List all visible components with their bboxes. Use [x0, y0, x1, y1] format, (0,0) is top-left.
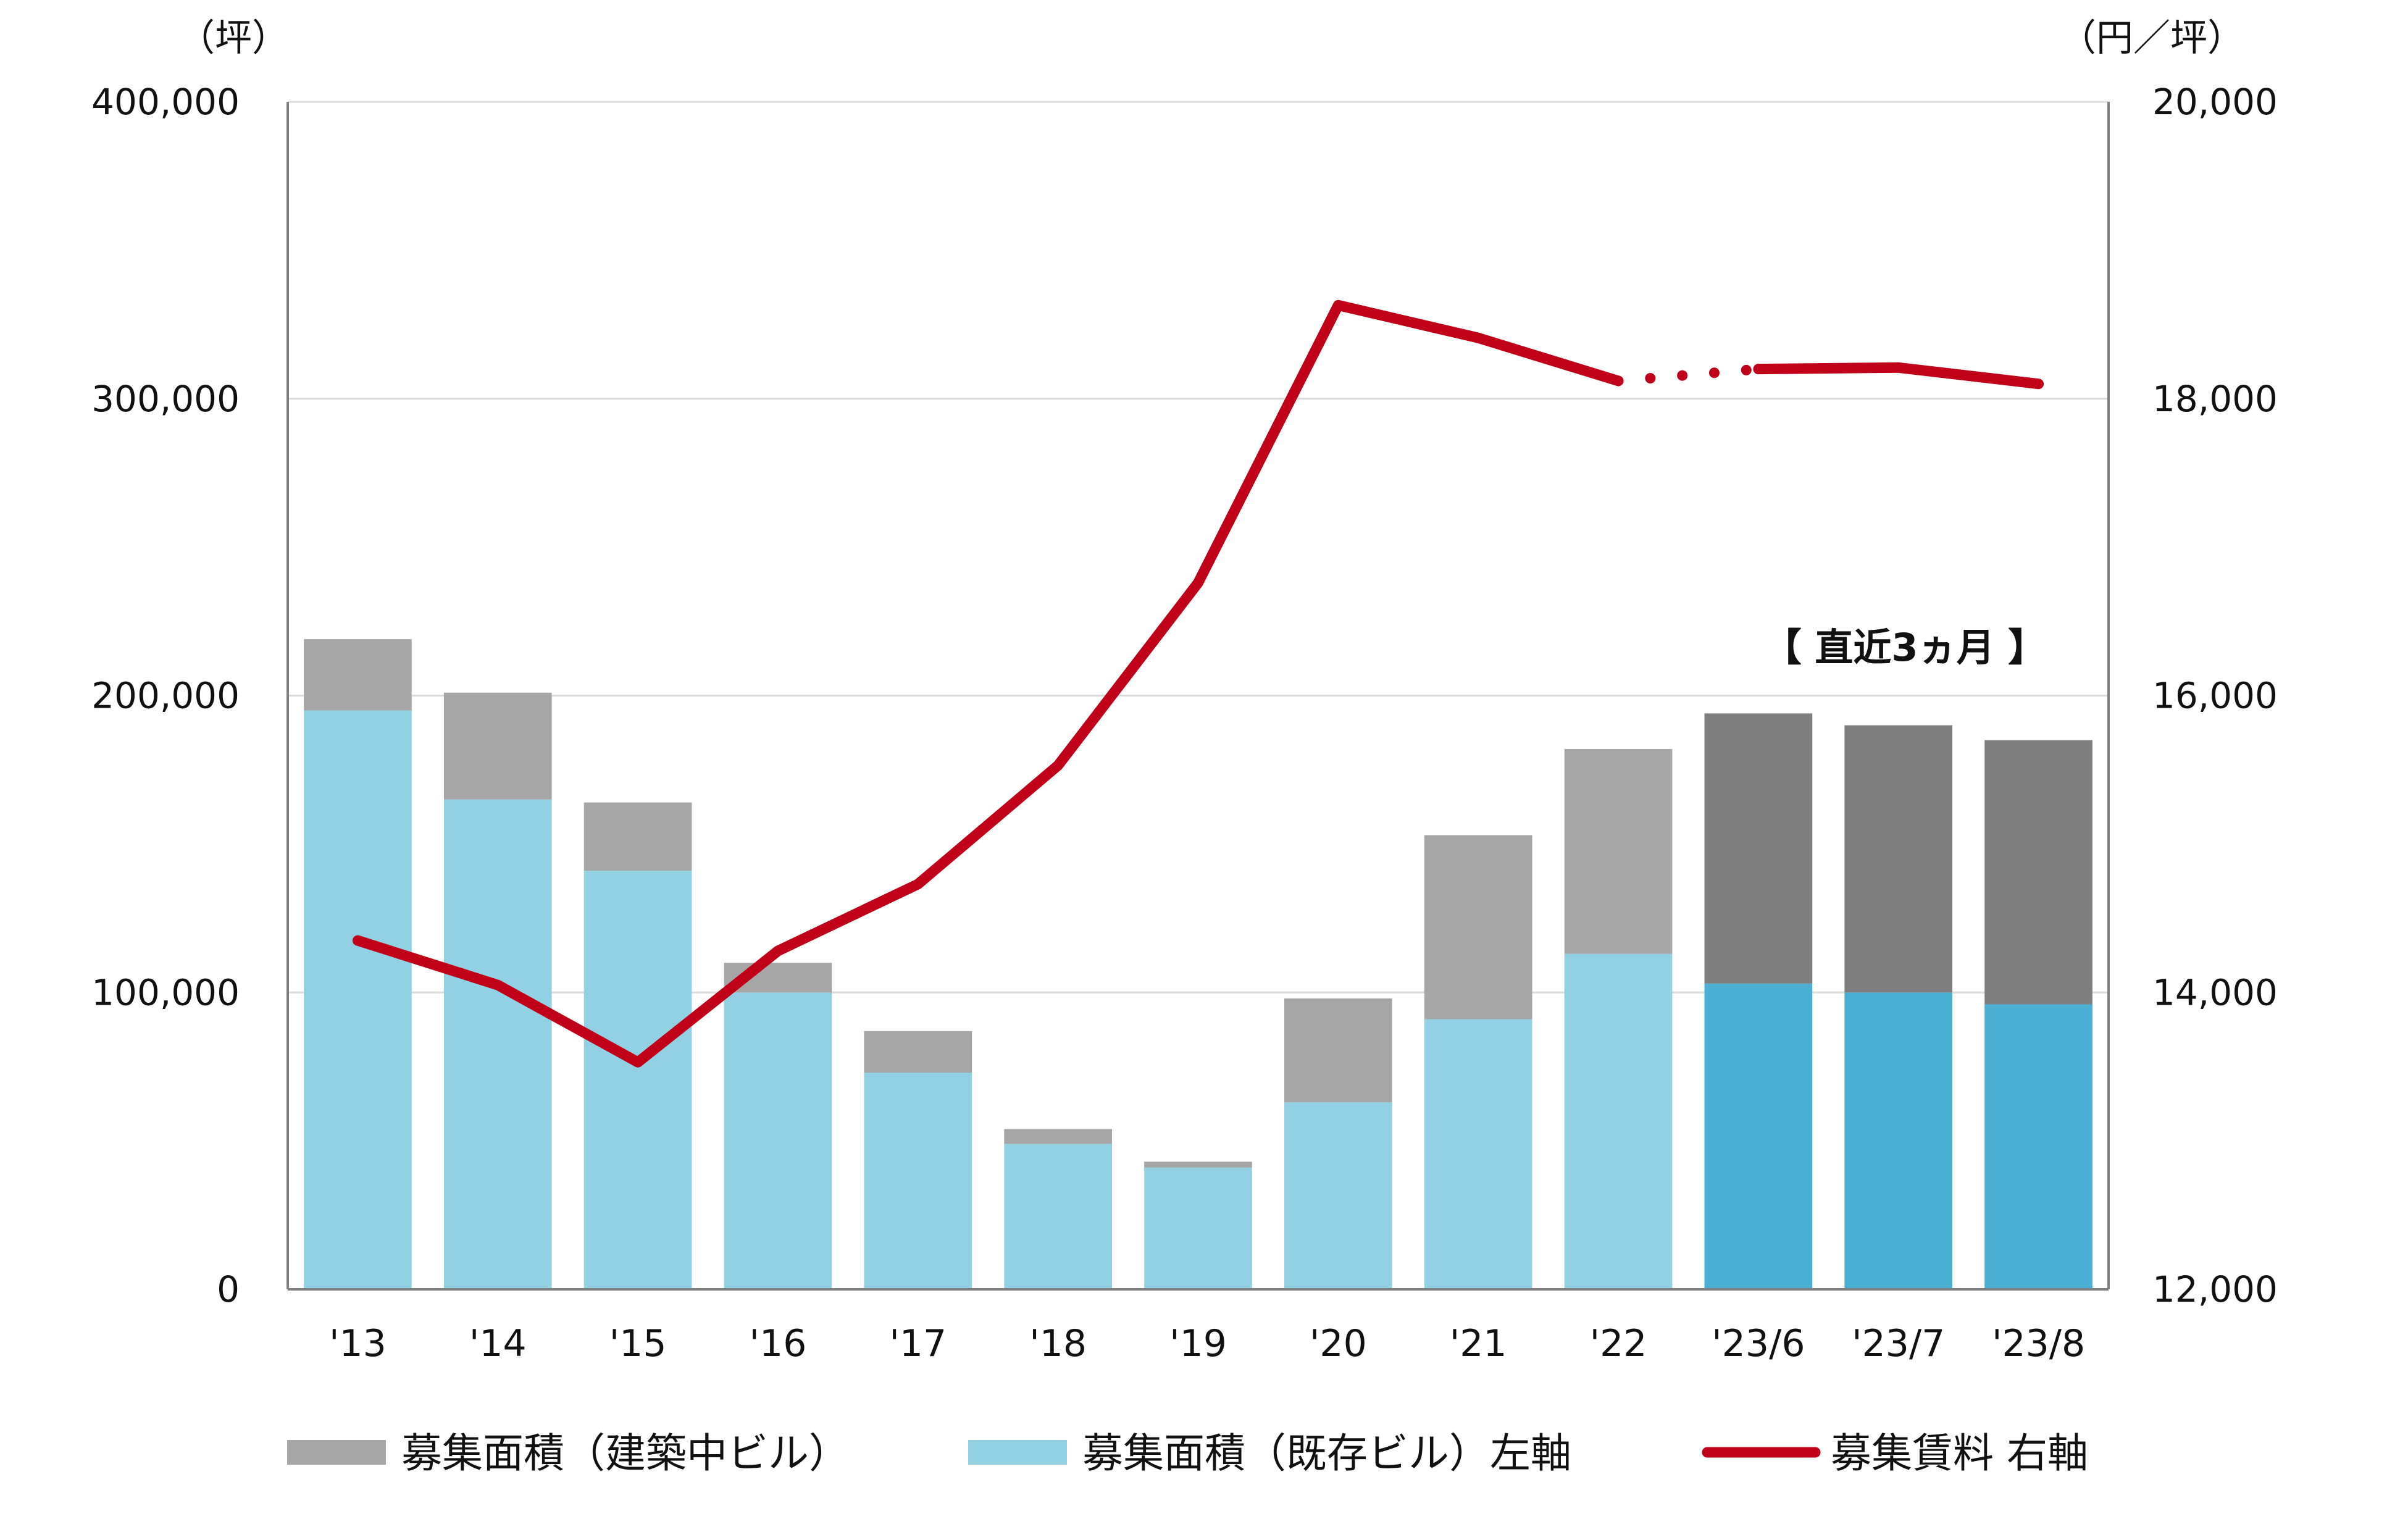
- x-tick-label: '23/7: [1852, 1322, 1945, 1365]
- x-tick-label: '23/8: [1992, 1322, 2085, 1365]
- bar-existing-9: [1564, 953, 1673, 1289]
- left-tick-label: 400,000: [91, 81, 240, 123]
- bar-building-6: [1144, 1162, 1252, 1168]
- rent-line: [352, 299, 2044, 1068]
- rent-point-9: [1618, 380, 1620, 382]
- legend: 募集面積（建築中ビル） 募集面積（既存ビル）左軸 募集賃料 右軸: [287, 1429, 2088, 1477]
- bar-existing-3: [724, 992, 832, 1289]
- bar-existing-1: [443, 799, 552, 1289]
- rent-point-4: [917, 883, 919, 885]
- right-tick-label: 16,000: [2152, 675, 2278, 717]
- legend-swatch-1: [968, 1440, 1067, 1465]
- recent-3-months-annotation: 【 直近3ヵ月 】: [1763, 625, 2046, 670]
- legend-swatch-0: [287, 1440, 386, 1465]
- bar-building-7: [1284, 998, 1392, 1103]
- x-tick-label: '23/6: [1712, 1322, 1805, 1365]
- right-tick-label: 20,000: [2152, 81, 2278, 123]
- rent-line-dotted: [1613, 364, 1764, 387]
- bar-existing-2: [583, 871, 692, 1289]
- rent-point-0: [357, 940, 359, 942]
- rent-point-1: [497, 984, 499, 986]
- left-tick-label: 100,000: [91, 971, 240, 1013]
- bar-building-12: [1984, 740, 2092, 1005]
- gridlines: [288, 101, 2109, 994]
- rent-line-solid: [352, 299, 1624, 1068]
- right-tick-label: 12,000: [2152, 1268, 2278, 1310]
- bar-building-8: [1424, 835, 1532, 1019]
- bar-building-2: [583, 802, 692, 871]
- left-unit-label: （坪）: [178, 17, 289, 60]
- rent-point-5: [1057, 764, 1059, 766]
- legend-label-2: 募集賃料 右軸: [1831, 1429, 2088, 1477]
- bar-existing-0: [304, 710, 412, 1289]
- left-tick-label: 300,000: [91, 378, 240, 420]
- legend-label-1: 募集面積（既存ビル）左軸: [1082, 1429, 1571, 1477]
- x-tick-label: '14: [469, 1322, 527, 1365]
- rent-point-7: [1337, 304, 1339, 306]
- rent-point-2: [637, 1061, 639, 1063]
- bar-existing-7: [1284, 1102, 1392, 1289]
- bar-existing-10: [1704, 983, 1813, 1289]
- x-tick-label: '20: [1310, 1322, 1367, 1365]
- left-tick-label: 0: [217, 1268, 240, 1310]
- bar-existing-5: [1004, 1144, 1112, 1289]
- right-unit-label: （円／坪）: [2059, 17, 2244, 60]
- bar-building-0: [304, 639, 412, 711]
- bar-existing-6: [1144, 1167, 1252, 1289]
- bar-existing-8: [1424, 1019, 1532, 1289]
- rent-point-10: [1757, 368, 1759, 370]
- bar-building-5: [1004, 1129, 1112, 1144]
- right-tick-label: 14,000: [2152, 971, 2278, 1013]
- x-tick-label: '18: [1029, 1322, 1087, 1365]
- bar-existing-12: [1984, 1004, 2092, 1289]
- x-tick-label: '17: [889, 1322, 947, 1365]
- bar-existing-11: [1844, 992, 1953, 1289]
- x-tick-label: '22: [1590, 1322, 1647, 1365]
- bar-building-10: [1704, 713, 1813, 984]
- rent-line-recent: [1753, 362, 2044, 390]
- rent-point-11: [1897, 367, 1899, 369]
- x-tick-label: '21: [1450, 1322, 1507, 1365]
- right-tick-label: 18,000: [2152, 378, 2278, 420]
- x-tick-label: '15: [609, 1322, 667, 1365]
- legend-label-0: 募集面積（建築中ビル）: [401, 1429, 850, 1477]
- rent-point-3: [777, 950, 779, 952]
- rent-point-6: [1197, 582, 1199, 584]
- tick-labels: 0 100,000 200,000 300,000 400,000 12,000 14,00…: [91, 81, 2278, 1365]
- axes: [286, 102, 2110, 1291]
- left-tick-label: 200,000: [91, 675, 240, 717]
- bar-building-9: [1564, 749, 1673, 954]
- x-tick-label: '13: [329, 1322, 387, 1365]
- bar-existing-4: [864, 1073, 972, 1289]
- bar-building-11: [1844, 725, 1953, 993]
- bar-building-1: [443, 692, 552, 800]
- bars: [304, 639, 2092, 1289]
- rent-point-12: [2038, 383, 2039, 385]
- rent-point-8: [1478, 337, 1479, 339]
- bar-building-4: [864, 1031, 972, 1073]
- x-tick-label: '16: [750, 1322, 807, 1365]
- x-tick-label: '19: [1169, 1322, 1227, 1365]
